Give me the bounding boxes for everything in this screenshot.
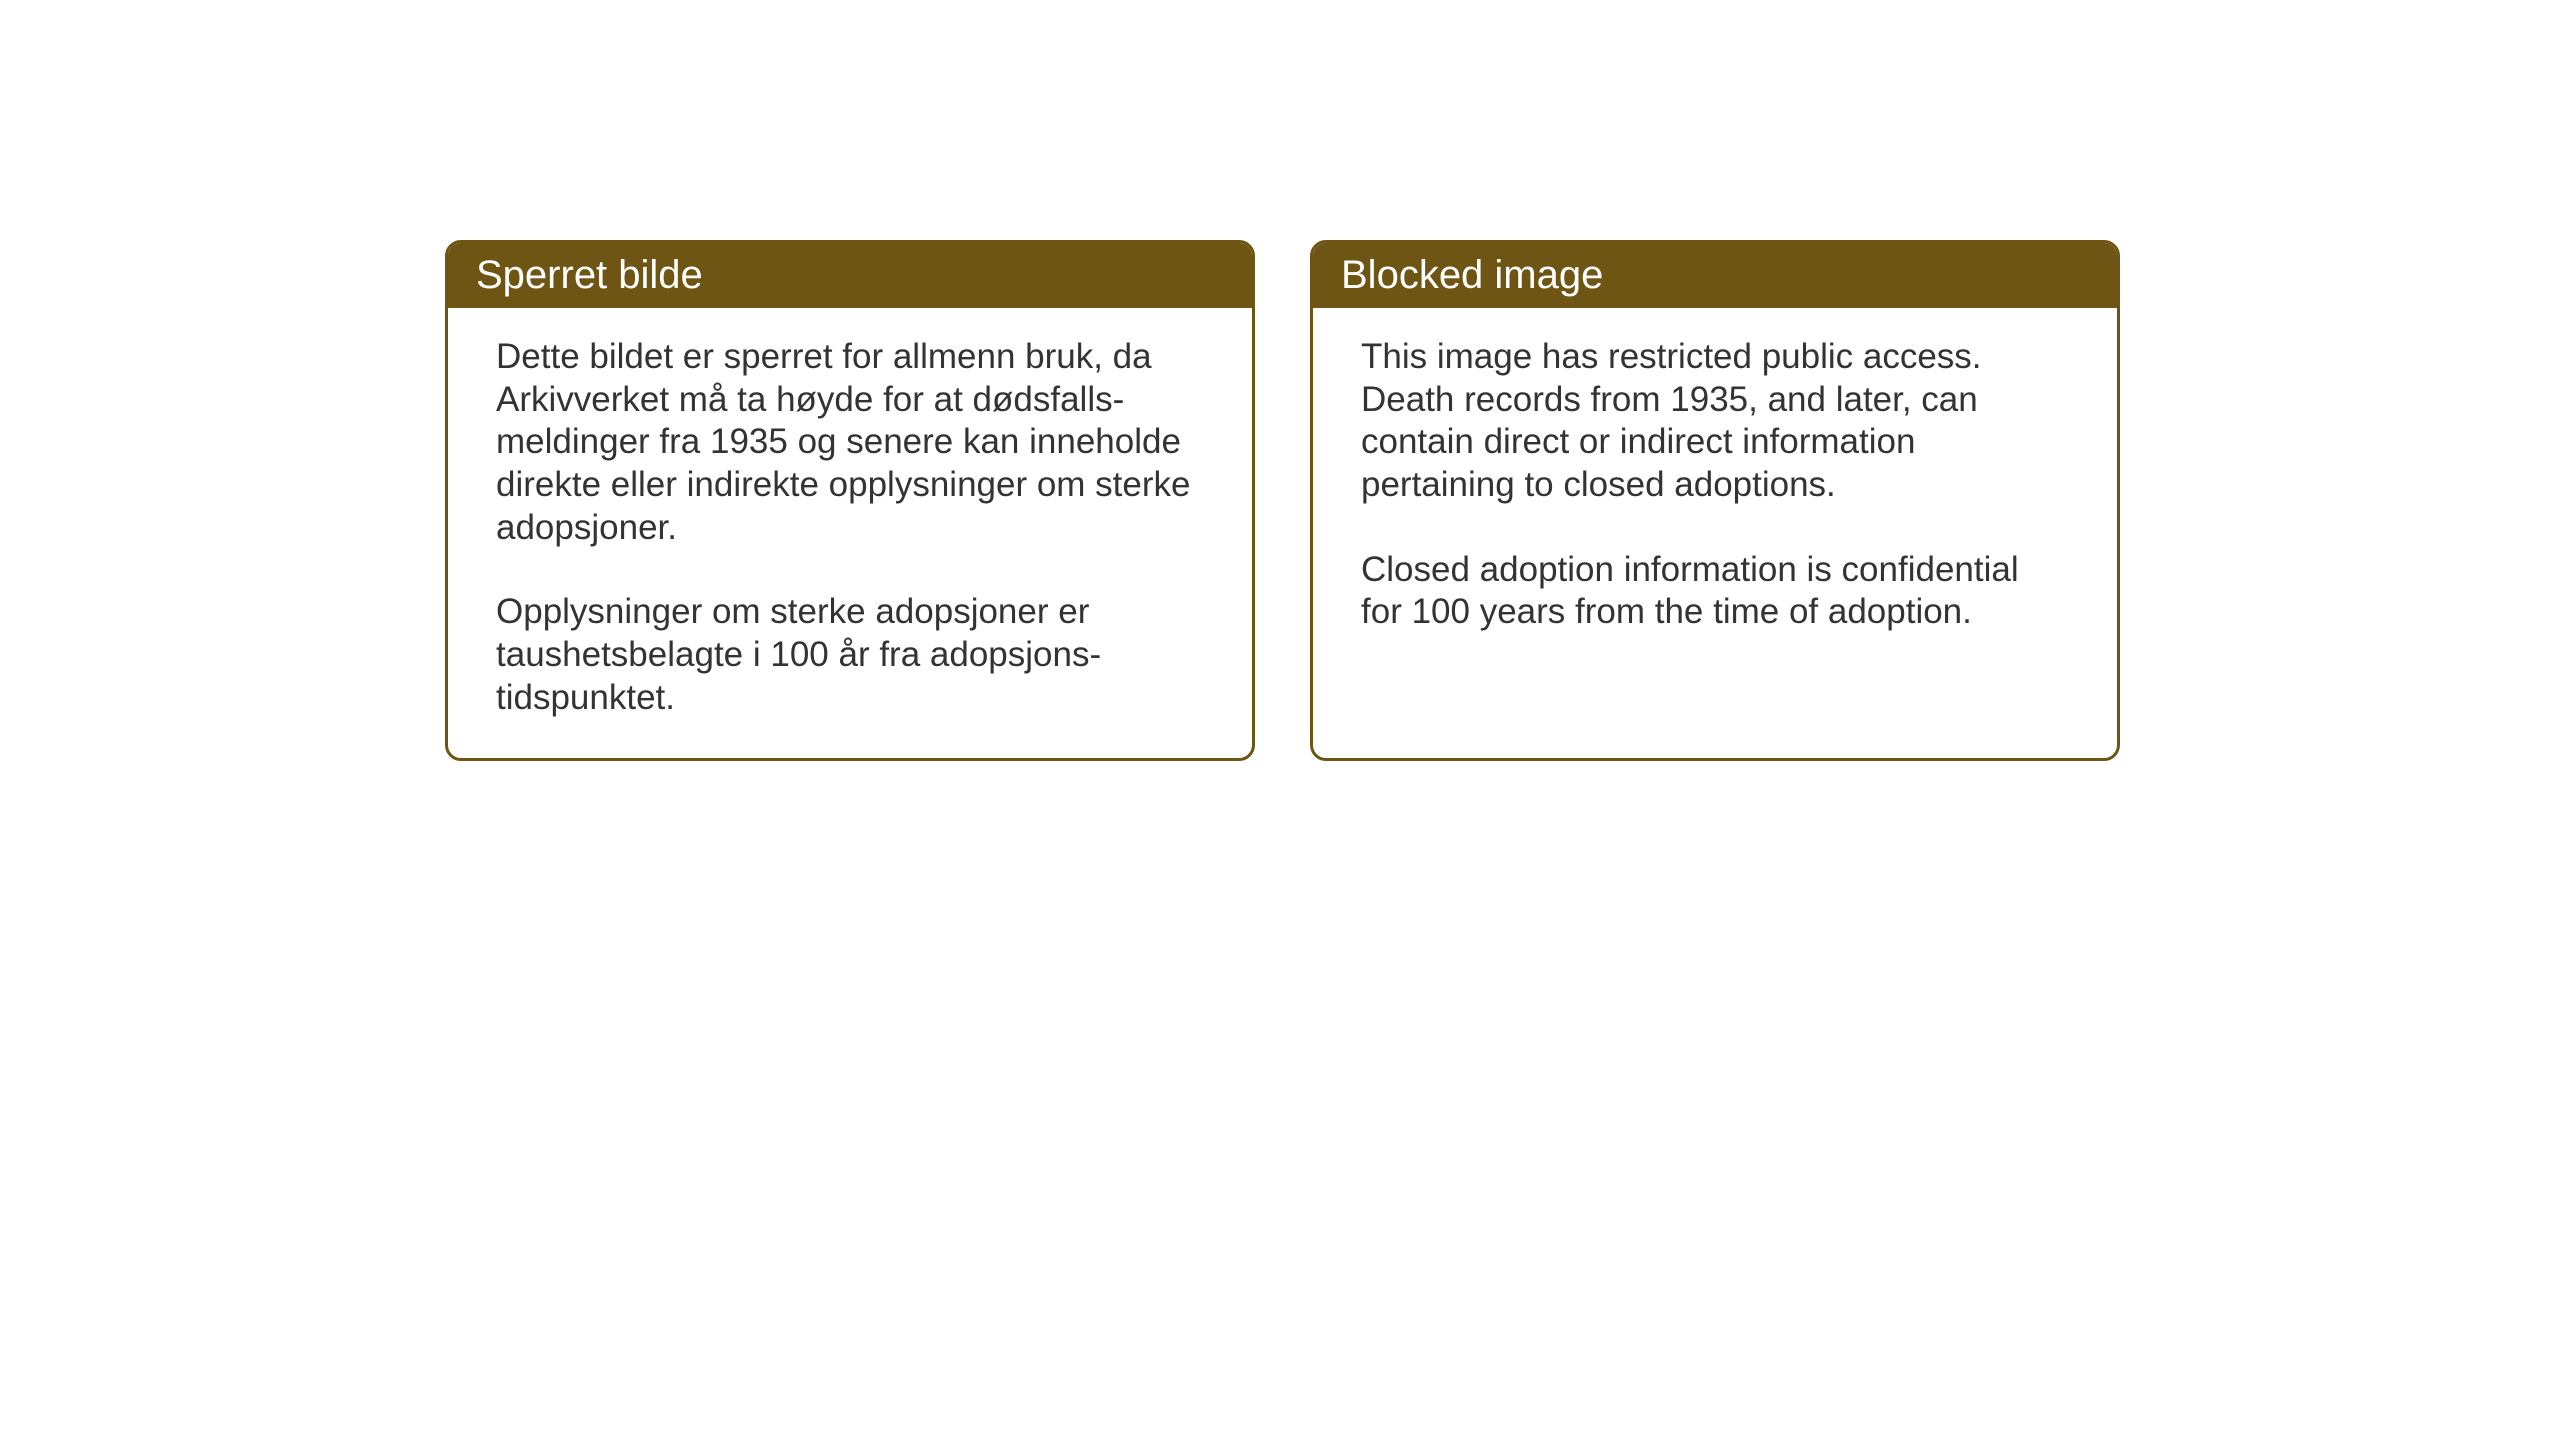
notice-paragraph-2-english: Closed adoption information is confident… [1361,549,2069,634]
notice-header-norwegian: Sperret bilde [448,243,1252,308]
notice-header-english: Blocked image [1313,243,2117,308]
notice-card-norwegian: Sperret bilde Dette bildet er sperret fo… [445,240,1255,761]
notice-paragraph-1-norwegian: Dette bildet er sperret for allmenn bruk… [496,336,1204,549]
notice-title-english: Blocked image [1341,253,1603,297]
notice-paragraph-1-english: This image has restricted public access.… [1361,336,2069,507]
notice-title-norwegian: Sperret bilde [476,253,703,297]
notice-body-norwegian: Dette bildet er sperret for allmenn bruk… [448,308,1252,758]
notice-container: Sperret bilde Dette bildet er sperret fo… [445,240,2120,761]
notice-body-english: This image has restricted public access.… [1313,308,2117,748]
notice-card-english: Blocked image This image has restricted … [1310,240,2120,761]
notice-paragraph-2-norwegian: Opplysninger om sterke adopsjoner er tau… [496,591,1204,719]
